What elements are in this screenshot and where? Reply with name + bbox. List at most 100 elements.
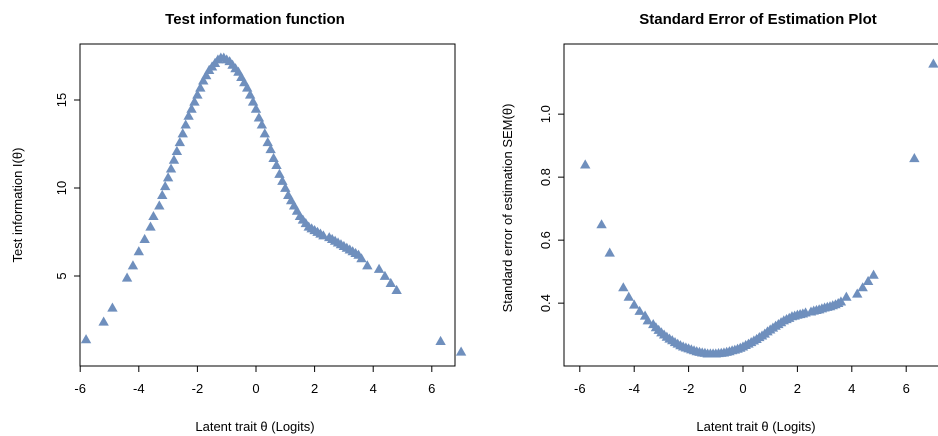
- data-point: [356, 253, 367, 263]
- data-point: [835, 296, 847, 306]
- data-point: [107, 302, 118, 312]
- data-point: [80, 334, 92, 344]
- data-point: [928, 58, 938, 68]
- data-point: [200, 70, 212, 80]
- data-point: [139, 233, 150, 243]
- data-point: [145, 221, 156, 231]
- x-axis: -6 -4 -2 0 2 4 6: [74, 365, 435, 396]
- data-point: [623, 291, 634, 301]
- x-axis: -6 -4 -2 0 2 4 6: [574, 365, 910, 396]
- y-tick-label: 1.0: [538, 105, 553, 123]
- x-tick-label: 6: [903, 381, 910, 396]
- x-tick-label: 6: [428, 381, 435, 396]
- data-point: [244, 89, 256, 99]
- data-point: [189, 96, 200, 106]
- data-point: [253, 112, 265, 122]
- x-tick-label: 4: [848, 381, 855, 396]
- data-point: [857, 282, 868, 292]
- data-point: [195, 82, 206, 92]
- data-point: [154, 200, 165, 210]
- data-point: [157, 189, 168, 199]
- data-point: [868, 269, 879, 279]
- data-point: [250, 103, 262, 113]
- data-point: [604, 247, 615, 257]
- data-point: [168, 154, 180, 164]
- data-point: [379, 270, 391, 280]
- plot-frame: [563, 43, 938, 367]
- y-tick-label: 0.4: [538, 294, 553, 312]
- x-tick-label: -4: [133, 381, 145, 396]
- data-series: [80, 52, 467, 356]
- data-point: [455, 346, 467, 356]
- data-point: [198, 75, 209, 85]
- x-tick-label: -2: [683, 381, 695, 396]
- data-point: [174, 137, 186, 147]
- chart-panel-information: Test information function -6 -4 -2 0 2 4 6 5 10…: [10, 11, 467, 434]
- y-tick-label: 10: [54, 181, 69, 195]
- data-point: [177, 128, 188, 138]
- data-point: [629, 299, 640, 309]
- data-point: [362, 260, 373, 270]
- data-point: [280, 182, 291, 192]
- data-point: [596, 219, 607, 229]
- data-point: [165, 163, 177, 173]
- data-point: [247, 96, 259, 106]
- data-point: [259, 128, 270, 138]
- y-tick-label: 0.6: [538, 231, 553, 249]
- x-tick-label: 4: [370, 381, 377, 396]
- data-point: [277, 175, 288, 185]
- data-point: [852, 288, 863, 298]
- data-point: [242, 82, 253, 92]
- y-tick-label: 15: [54, 93, 69, 107]
- data-point: [127, 260, 139, 270]
- y-axis: 0.4 0.6 0.8 1.0: [538, 105, 564, 312]
- chart-panel-sem: Standard Error of Estimation Plot -6 -4 -2…: [500, 11, 938, 434]
- data-point: [841, 291, 852, 301]
- data-point: [265, 144, 276, 154]
- x-tick-label: -4: [628, 381, 640, 396]
- y-axis-label: Test information I(θ): [10, 148, 25, 263]
- data-point: [618, 282, 629, 292]
- data-point: [274, 168, 285, 178]
- x-tick-label: 2: [794, 381, 801, 396]
- data-point: [385, 277, 396, 287]
- data-point: [373, 263, 385, 273]
- plot-frame: [79, 43, 456, 367]
- data-point: [634, 305, 645, 315]
- x-tick-label: -6: [74, 381, 86, 396]
- data-point: [642, 315, 653, 325]
- y-tick-label: 5: [54, 272, 69, 279]
- y-tick-label: 0.8: [538, 168, 553, 186]
- data-point: [262, 137, 273, 147]
- x-axis-label: Latent trait θ (Logits): [696, 419, 815, 434]
- data-point: [159, 181, 171, 191]
- data-point: [180, 119, 191, 129]
- data-point: [183, 110, 194, 120]
- y-axis-label: Standard error of estimation SEM(θ): [500, 104, 515, 313]
- x-tick-label: -2: [192, 381, 204, 396]
- data-point: [121, 272, 133, 282]
- data-point: [256, 119, 268, 129]
- x-tick-label: -6: [574, 381, 586, 396]
- data-point: [909, 153, 920, 163]
- data-point: [391, 284, 402, 294]
- data-point: [162, 172, 174, 182]
- x-tick-label: 0: [252, 381, 259, 396]
- data-point: [435, 335, 446, 346]
- x-axis-label: Latent trait θ (Logits): [195, 419, 314, 434]
- data-point: [318, 230, 329, 240]
- data-point: [192, 89, 203, 99]
- data-point: [271, 159, 282, 170]
- chart-title: Standard Error of Estimation Plot: [639, 11, 877, 28]
- x-tick-label: 2: [311, 381, 318, 396]
- data-point: [268, 152, 279, 162]
- data-point: [862, 275, 874, 285]
- data-point: [98, 316, 109, 326]
- x-tick-label: 0: [739, 381, 746, 396]
- data-point: [133, 246, 144, 256]
- data-point: [148, 210, 159, 221]
- data-point: [580, 159, 591, 169]
- data-point: [171, 145, 183, 155]
- data-series: [580, 58, 938, 358]
